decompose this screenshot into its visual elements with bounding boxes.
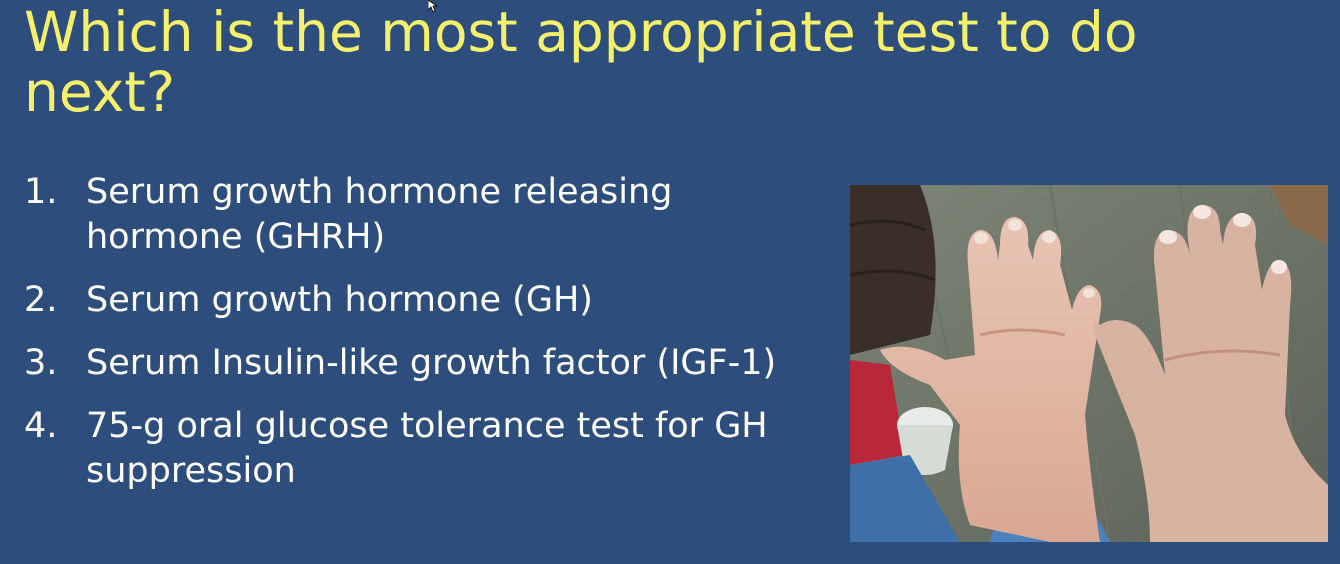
- option-text: Serum Insulin-like growth factor (IGF-1): [86, 343, 777, 383]
- option-number: 2.: [24, 280, 58, 320]
- option-number: 3.: [24, 343, 58, 383]
- option-text: Serum growth hormone (GH): [86, 280, 593, 320]
- answer-options-list: 1. Serum growth hormone releasing hormon…: [24, 170, 824, 512]
- hands-photo: [850, 185, 1328, 542]
- option-number: 4.: [24, 406, 58, 446]
- answer-option: 2. Serum growth hormone (GH): [24, 278, 824, 323]
- answer-option: 4. 75-g oral glucose tolerance test for …: [24, 404, 824, 494]
- option-text: 75-g oral glucose tolerance test for GH …: [86, 406, 768, 491]
- option-number: 1.: [24, 172, 58, 212]
- option-text: Serum growth hormone releasing hormone (…: [86, 172, 673, 257]
- mouse-pointer-icon: [428, 0, 438, 12]
- slide-title: Which is the most appropriate test to do…: [24, 0, 1138, 124]
- hands-photo-illustration: [850, 185, 1328, 542]
- answer-option: 3. Serum Insulin-like growth factor (IGF…: [24, 341, 824, 386]
- answer-option: 1. Serum growth hormone releasing hormon…: [24, 170, 824, 260]
